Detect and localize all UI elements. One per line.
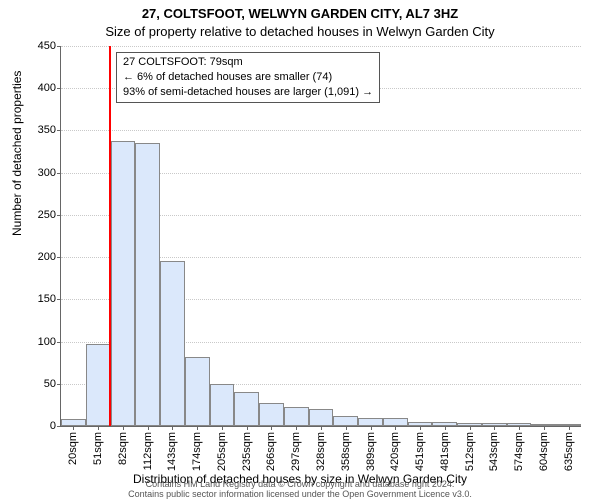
x-tick-label: 266sqm	[265, 432, 277, 471]
y-tick	[57, 215, 61, 216]
chart-title-sub: Size of property relative to detached ho…	[0, 24, 600, 39]
x-tick-label: 112sqm	[142, 432, 154, 470]
x-tick-label: 635sqm	[563, 432, 575, 471]
x-tick-label: 389sqm	[365, 432, 377, 471]
x-tick	[519, 426, 520, 430]
x-tick-label: 574sqm	[513, 432, 525, 471]
histogram-bar	[111, 141, 136, 426]
histogram-bar	[259, 403, 284, 426]
chart-title-main: 27, COLTSFOOT, WELWYN GARDEN CITY, AL7 3…	[0, 6, 600, 21]
y-tick-label: 50	[44, 378, 56, 390]
annotation-line-2: ← 6% of detached houses are smaller (74)	[123, 70, 373, 85]
histogram-bar	[284, 407, 309, 426]
histogram-bar	[160, 261, 185, 426]
histogram-bar	[333, 416, 358, 426]
highlight-line	[109, 46, 111, 426]
y-tick	[57, 299, 61, 300]
x-tick	[148, 426, 149, 430]
x-tick	[569, 426, 570, 430]
y-tick	[57, 173, 61, 174]
y-tick-label: 450	[38, 40, 56, 52]
histogram-bar	[185, 357, 210, 426]
x-tick	[494, 426, 495, 430]
y-tick	[57, 46, 61, 47]
y-tick	[57, 342, 61, 343]
y-gridline	[61, 46, 581, 47]
y-tick-label: 0	[50, 420, 56, 432]
histogram-bar	[234, 392, 259, 426]
x-tick	[420, 426, 421, 430]
x-tick	[197, 426, 198, 430]
y-tick-label: 150	[38, 293, 56, 305]
histogram-bar	[358, 418, 383, 426]
x-tick	[346, 426, 347, 430]
plot-area: 05010015020025030035040045020sqm51sqm82s…	[60, 46, 581, 427]
x-tick-label: 205sqm	[216, 432, 228, 471]
y-tick	[57, 426, 61, 427]
x-tick	[247, 426, 248, 430]
histogram-bar	[135, 143, 160, 426]
y-tick-label: 250	[38, 209, 56, 221]
property-size-chart: 27, COLTSFOOT, WELWYN GARDEN CITY, AL7 3…	[0, 0, 600, 500]
x-tick-label: 451sqm	[414, 432, 426, 471]
x-tick-label: 512sqm	[464, 432, 476, 471]
histogram-bar	[61, 419, 86, 426]
x-tick-label: 174sqm	[191, 432, 203, 471]
y-tick	[57, 88, 61, 89]
x-tick	[172, 426, 173, 430]
x-tick	[445, 426, 446, 430]
histogram-bar	[210, 384, 235, 426]
y-tick-label: 100	[38, 336, 56, 348]
x-tick	[470, 426, 471, 430]
x-tick	[222, 426, 223, 430]
y-axis-title: Number of detached properties	[10, 71, 24, 236]
y-tick-label: 350	[38, 124, 56, 136]
histogram-bar	[383, 418, 408, 426]
x-tick	[123, 426, 124, 430]
annotation-line-3: 93% of semi-detached houses are larger (…	[123, 85, 373, 100]
y-tick	[57, 384, 61, 385]
x-tick-label: 328sqm	[315, 432, 327, 471]
x-tick-label: 20sqm	[67, 432, 79, 465]
x-tick-label: 543sqm	[488, 432, 500, 471]
y-tick-label: 400	[38, 82, 56, 94]
x-tick-label: 297sqm	[290, 432, 302, 471]
x-tick-label: 51sqm	[92, 432, 104, 465]
x-tick	[98, 426, 99, 430]
histogram-bar	[86, 344, 111, 426]
x-tick	[271, 426, 272, 430]
x-tick-label: 358sqm	[340, 432, 352, 471]
x-tick	[371, 426, 372, 430]
x-tick-label: 481sqm	[439, 432, 451, 471]
x-tick-label: 235sqm	[241, 432, 253, 471]
x-tick	[321, 426, 322, 430]
y-gridline	[61, 130, 581, 131]
y-tick	[57, 257, 61, 258]
y-tick-label: 200	[38, 251, 56, 263]
attribution-text: Contains HM Land Registry data © Crown c…	[0, 480, 600, 500]
x-tick-label: 604sqm	[538, 432, 550, 471]
histogram-bar	[309, 409, 334, 426]
x-tick-label: 143sqm	[166, 432, 178, 471]
x-tick	[395, 426, 396, 430]
x-tick-label: 420sqm	[389, 432, 401, 471]
x-tick	[296, 426, 297, 430]
annotation-line-1: 27 COLTSFOOT: 79sqm	[123, 55, 373, 70]
x-tick-label: 82sqm	[117, 432, 129, 465]
y-tick-label: 300	[38, 167, 56, 179]
x-tick	[544, 426, 545, 430]
x-tick	[73, 426, 74, 430]
annotation-box: 27 COLTSFOOT: 79sqm← 6% of detached hous…	[116, 52, 380, 103]
y-tick	[57, 130, 61, 131]
attribution-line-2: Contains public sector information licen…	[0, 490, 600, 500]
